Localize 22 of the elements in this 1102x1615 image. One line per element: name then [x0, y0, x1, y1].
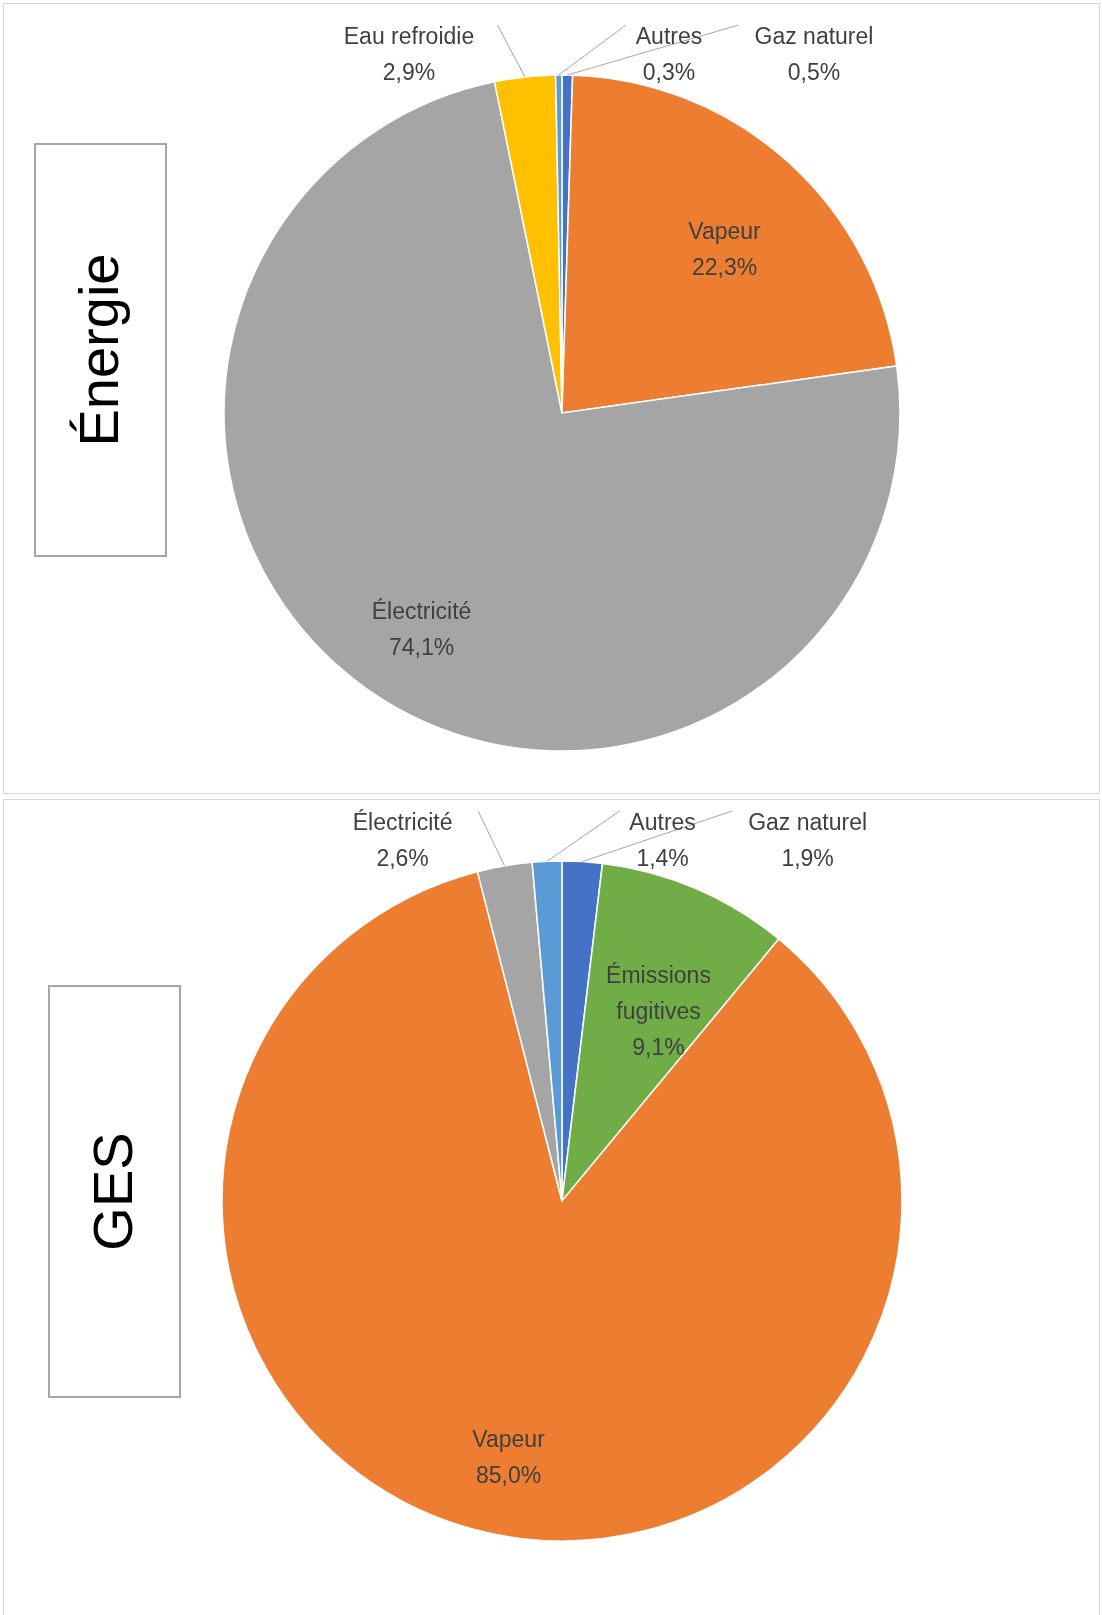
data-label: 1,9% [781, 845, 834, 871]
text: GES [80, 1132, 144, 1251]
slice-label: Vapeur [472, 1425, 546, 1452]
slice-label: Émissions fugitives [606, 962, 711, 1025]
data-label: 2,9% [382, 59, 436, 85]
slice-label: Autres [635, 23, 703, 49]
data-label: 85,0% [475, 1461, 542, 1488]
slice-label: Électricité [352, 809, 453, 835]
slice-label: Gaz naturel [748, 809, 868, 835]
data-label: 22,3% [691, 253, 758, 280]
data-label: 1,4% [636, 845, 689, 871]
data-label: 0,3% [642, 59, 696, 85]
slice-label: Vapeur [688, 217, 762, 244]
slice-label: Gaz naturel [754, 23, 874, 49]
data-label: 2,6% [376, 845, 429, 871]
slice-label: Électricité [371, 597, 472, 624]
data-label: 0,5% [787, 59, 841, 85]
data-label: 74,1% [388, 633, 455, 660]
slice-label: Eau refroidie [343, 23, 475, 49]
text: Énergie [66, 253, 130, 447]
data-label: 9,1% [632, 1034, 685, 1061]
slice-label: Autres [629, 809, 696, 835]
